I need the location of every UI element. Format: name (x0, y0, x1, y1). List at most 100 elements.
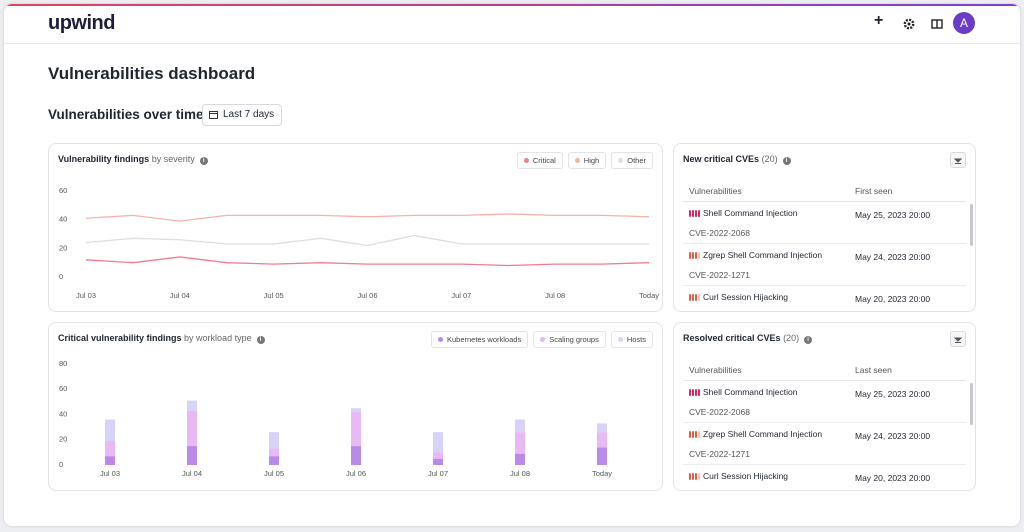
download-button[interactable] (950, 331, 966, 347)
severity-bar (692, 431, 694, 438)
legend-swatch (437, 337, 443, 342)
table-title: Resolved critical CVEs (20) i (683, 333, 813, 344)
add-button[interactable]: + (874, 12, 884, 29)
bar-segment (105, 441, 115, 457)
bar-segment (433, 458, 443, 465)
y-tick-label: 40 (59, 215, 67, 224)
docs-icon[interactable] (931, 18, 943, 30)
y-tick-label: 20 (59, 243, 67, 252)
date: May 20, 2023 20:00 (855, 294, 931, 304)
legend-item[interactable]: Hosts (610, 331, 653, 348)
y-tick-label: 0 (59, 460, 63, 469)
legend: Critical High Other (516, 152, 653, 169)
severity-icon (689, 252, 700, 259)
y-tick-label: 60 (59, 384, 67, 393)
bar-segment (351, 411, 361, 447)
table-row[interactable]: Zgrep Shell Command Injection CVE-2022-12… (683, 244, 966, 286)
bar-segment (351, 446, 361, 465)
date-range: Last 7 days (223, 109, 275, 120)
download-icon (953, 158, 963, 164)
x-tick-label: Jul 07 (428, 469, 448, 478)
section-title: Vulnerabilities over time (48, 107, 204, 122)
bar-segment (515, 432, 525, 454)
info-icon: i (256, 336, 265, 344)
vulnerability-name: Zgrep Shell Command Injection (703, 429, 823, 439)
table-card: New critical CVEs (20) i Vulnerabilities Fi… (673, 143, 976, 312)
avatar[interactable]: A (953, 12, 975, 34)
cve-id: CVE-2022-1271 (689, 270, 750, 280)
severity-bar (695, 389, 697, 396)
download-icon (953, 337, 963, 343)
vulnerability: Zgrep Shell Command Injection (689, 429, 822, 439)
vulnerability-name: Shell Command Injection (703, 387, 798, 397)
download-button[interactable] (950, 152, 966, 168)
date-range-button[interactable]: Last 7 days (202, 104, 283, 126)
legend-item[interactable]: High (567, 152, 607, 169)
table-body: Shell Command Injection CVE-2022-2068 May … (683, 381, 966, 490)
bar-segment (433, 432, 443, 453)
y-tick-label: 60 (59, 186, 67, 195)
severity-bar (698, 473, 700, 480)
subtitle: by severity (151, 154, 195, 164)
y-tick-label: 40 (59, 409, 67, 418)
bar-segment (187, 410, 197, 447)
x-tick-label: Jul 05 (264, 469, 284, 478)
y-tick-label: 80 (59, 359, 67, 368)
severity-bar (698, 252, 700, 259)
severity-bar (695, 210, 697, 217)
logo[interactable]: upwind (48, 12, 115, 34)
x-tick-label: Today (592, 469, 612, 478)
table-row[interactable]: Curl Session Hijacking May 20, 2023 20:00 (683, 465, 966, 490)
table-row[interactable]: Shell Command Injection CVE-2022-2068 May … (683, 381, 966, 423)
count: (20) (761, 154, 778, 164)
severity-bar (692, 473, 694, 480)
vulnerability-name: Zgrep Shell Command Injection (703, 250, 823, 260)
bar-segment (187, 446, 197, 465)
legend-item[interactable]: Other (611, 152, 653, 169)
table-card: Resolved critical CVEs (20) i Vulnerabilit… (673, 322, 976, 491)
date: May 24, 2023 20:00 (855, 431, 931, 441)
title: Vulnerability findings (58, 154, 150, 164)
legend-item[interactable]: Scaling groups (533, 331, 606, 348)
legend-swatch (574, 158, 580, 163)
table-row[interactable]: Curl Session Hijacking May 20, 2023 20:00 (683, 286, 966, 311)
bar-segment (597, 447, 607, 465)
vulnerability-name: Curl Session Hijacking (703, 471, 789, 481)
column-header: First seen (855, 186, 893, 196)
legend-label: Critical (532, 156, 556, 165)
plot: 0 20 40 60 80 Jul 03 Jul 04 Jul 05 Jul 06 Jul 07 J… (59, 359, 612, 478)
severity-bar (689, 294, 691, 301)
date: May 20, 2023 20:00 (855, 473, 931, 483)
legend-label: Scaling groups (549, 335, 599, 344)
chart-title: Vulnerability findings by severity i (58, 154, 208, 165)
vulnerability: Curl Session Hijacking (689, 471, 788, 481)
cve-id: CVE-2022-2068 (689, 407, 750, 417)
vulnerability: Zgrep Shell Command Injection (689, 250, 822, 260)
legend-label: High (583, 156, 600, 165)
legend: Kubernetes workloads Scaling groups Hosts (430, 331, 653, 348)
vulnerability-name: Shell Command Injection (703, 208, 798, 218)
settings-icon[interactable] (903, 18, 915, 30)
legend-swatch (523, 158, 529, 163)
severity-icon (689, 473, 700, 480)
x-tick-label: Jul 08 (545, 291, 565, 300)
y-tick-label: 20 (59, 435, 67, 444)
legend-item[interactable]: Kubernetes workloads (430, 331, 529, 348)
info-icon: i (199, 157, 208, 165)
count: (20) (783, 333, 800, 343)
vulnerability: Curl Session Hijacking (689, 292, 788, 302)
severity-bar (689, 252, 691, 259)
severity-bar (695, 252, 697, 259)
cve-id: CVE-2022-2068 (689, 228, 750, 238)
severity-bar (692, 294, 694, 301)
plot: 0 20 40 60 Jul 03 Jul 04 Jul 05 Jul 06 Jul 07 Jul… (59, 186, 659, 300)
severity-bar (695, 431, 697, 438)
legend-item[interactable]: Critical (516, 152, 563, 169)
vulnerability: Shell Command Injection (689, 387, 798, 397)
severity-bar (692, 389, 694, 396)
table-row[interactable]: Shell Command Injection CVE-2022-2068 May … (683, 202, 966, 244)
table-row[interactable]: Zgrep Shell Command Injection CVE-2022-12… (683, 423, 966, 465)
info-icon: i (804, 336, 813, 344)
x-tick-label: Jul 03 (76, 291, 96, 300)
severity-bar (689, 431, 691, 438)
